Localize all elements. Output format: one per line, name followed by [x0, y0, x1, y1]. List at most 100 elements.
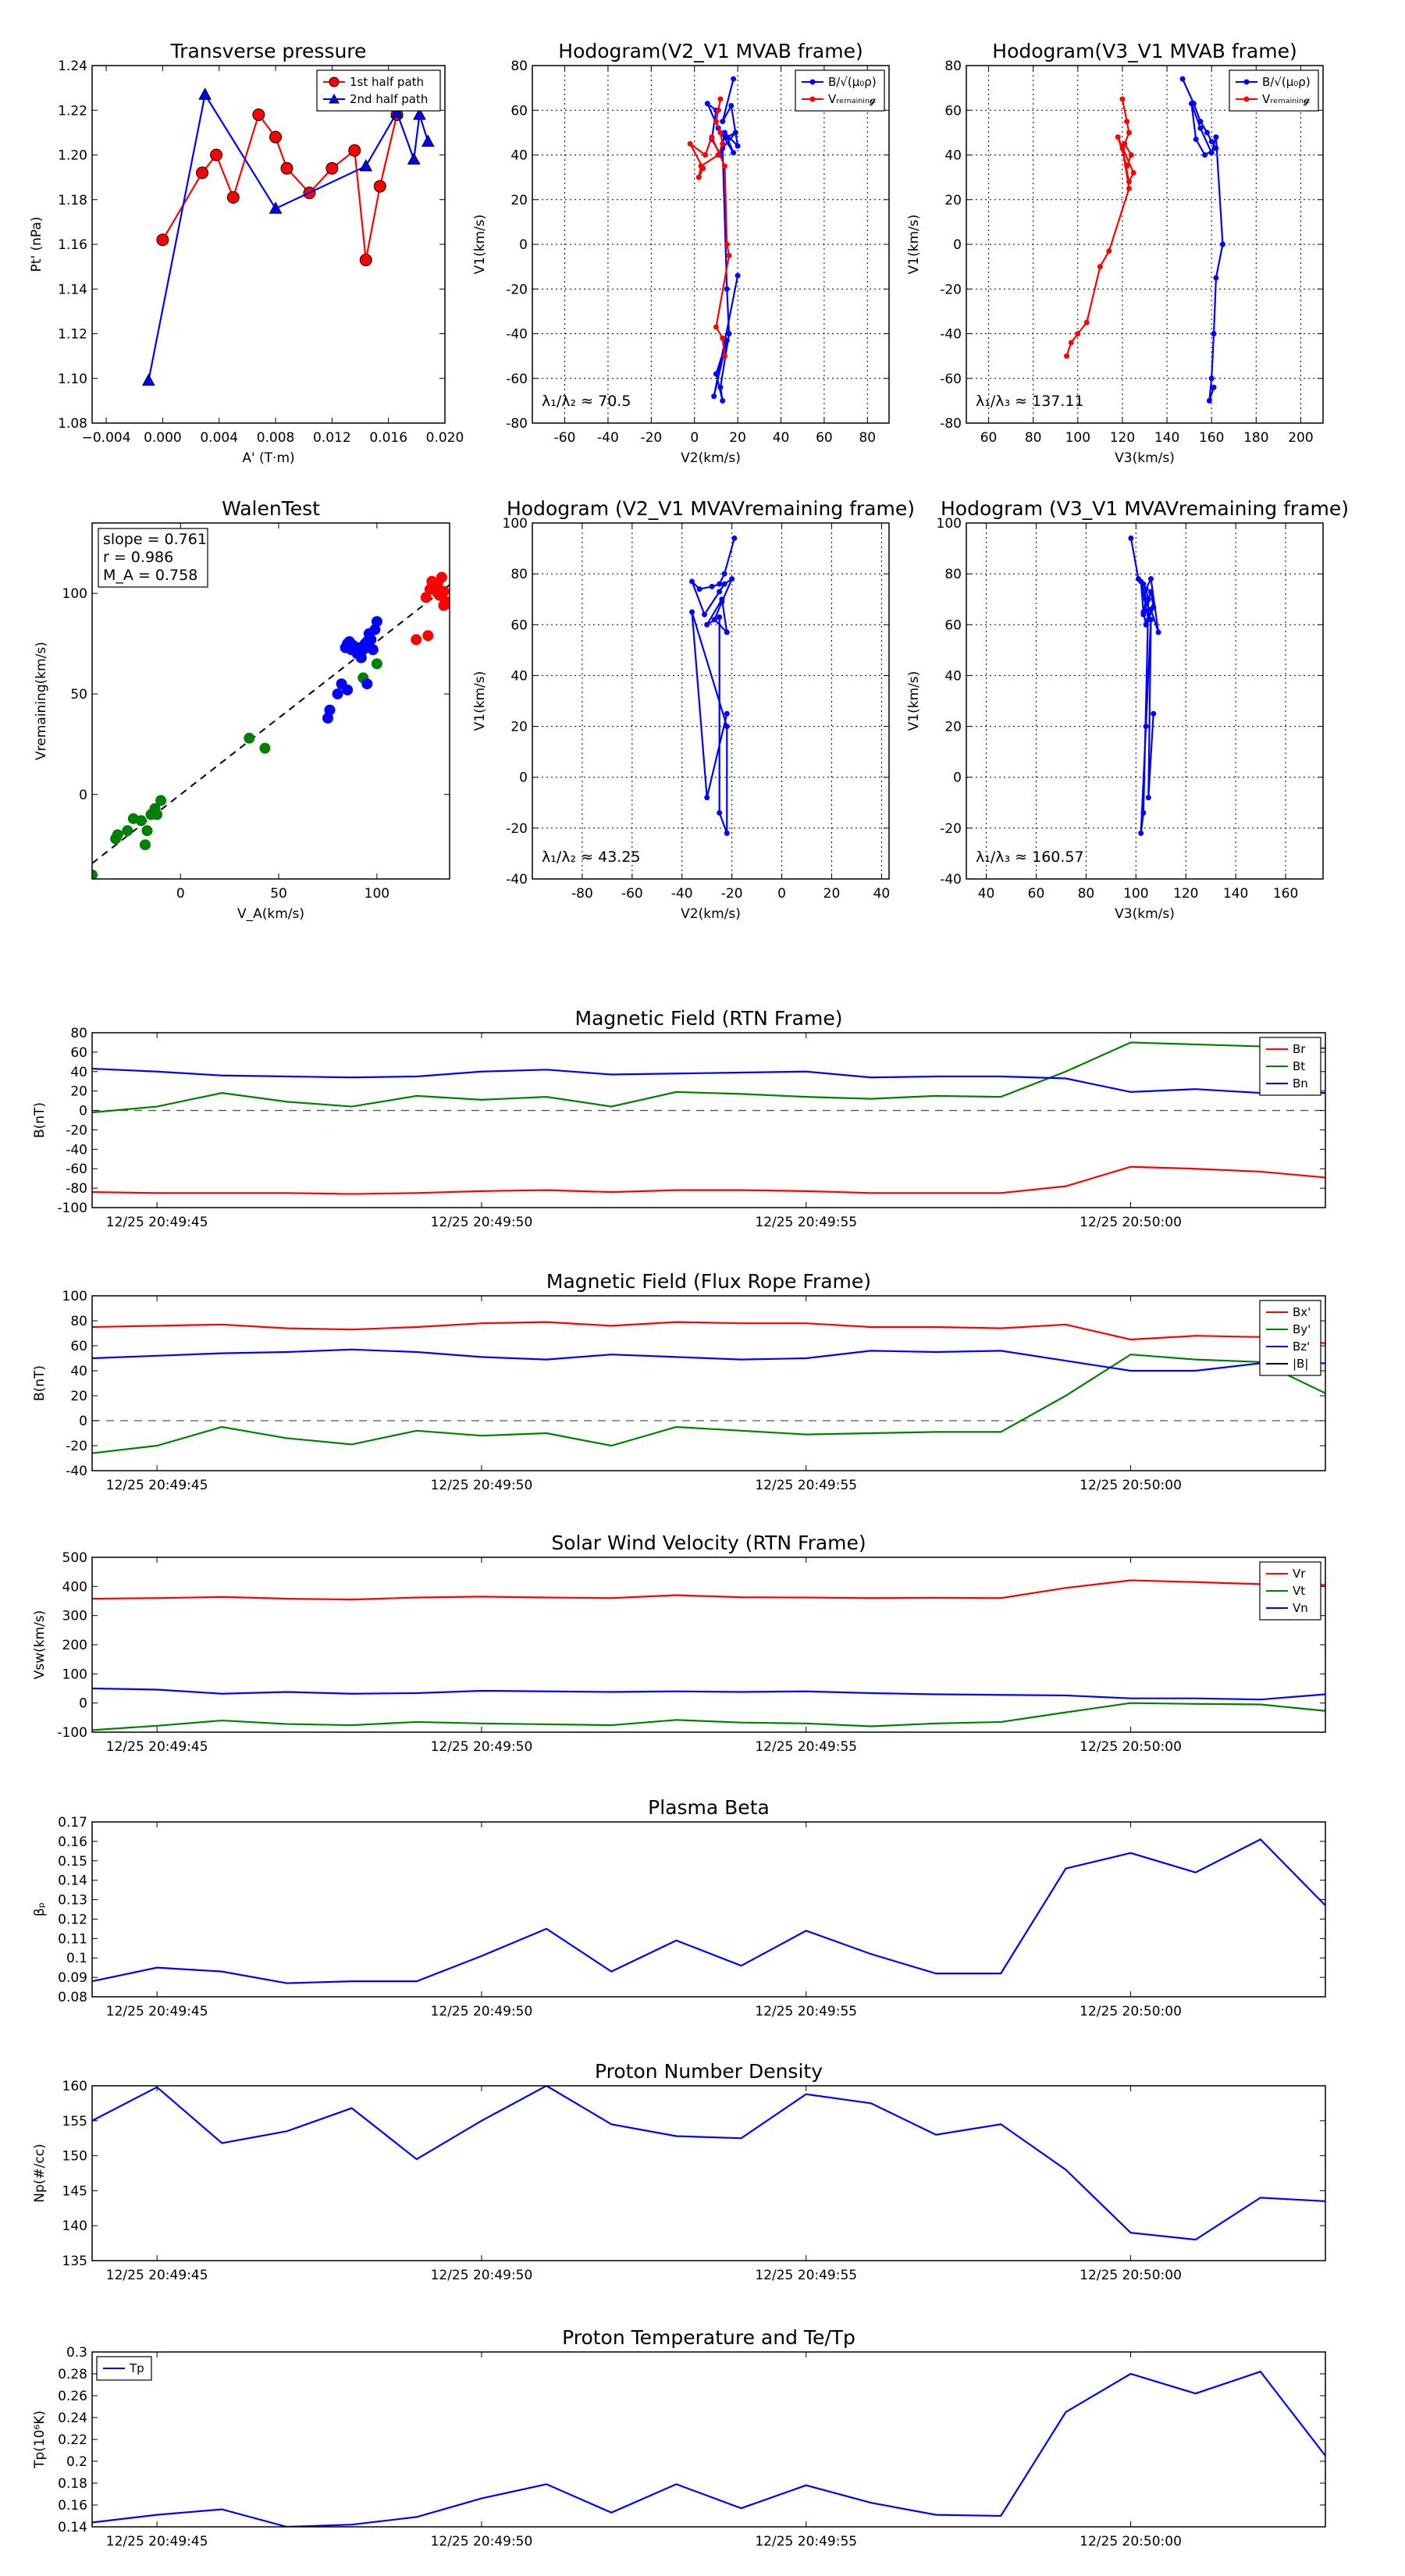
hodo2-ytick-label: 60	[944, 103, 962, 119]
hodo2-point	[1126, 185, 1133, 191]
hodo1-point	[724, 337, 730, 343]
walen-xlabel: V_A(km/s)	[237, 906, 304, 922]
hodo1-point	[700, 165, 706, 172]
walen-frame	[91, 522, 450, 880]
hodo1-point	[704, 101, 710, 107]
tp-xtick-label: 0.000	[144, 430, 182, 446]
hodo2-legend-marker	[1243, 96, 1250, 102]
hodo1-xtick-label: 80	[859, 430, 876, 446]
hodo3-series-vremaining-line	[691, 538, 735, 834]
tp-point	[210, 148, 223, 162]
walen-point	[432, 588, 443, 600]
walen-annotation-line: r = 0.986	[103, 549, 173, 566]
beta-panel: 12/25 20:49:45 12/25 20:49:50 12/25 20:49:…	[32, 1796, 1326, 2019]
hodo2-legend-label: Vᵣₑₘₐᵢₙᵢₙ𝓰	[1262, 92, 1311, 106]
hodo1-xtick-label: 40	[773, 430, 790, 446]
vsw-legend-label: Vt	[1293, 1584, 1305, 1598]
hodo3-point	[717, 614, 723, 621]
hodo4-panel: 40 60 80 100 120 140 160-40-20020406080100Hodo…	[906, 497, 1349, 922]
tp-plot-area	[141, 87, 435, 386]
vsw-plot-area	[92, 1579, 1325, 1731]
walen-point	[92, 869, 98, 879]
walen-xtick-label: 0	[176, 886, 185, 902]
hodo3-xlabel: V2(km/s)	[681, 906, 741, 922]
walen-point	[332, 688, 343, 699]
walen-point	[112, 829, 123, 841]
beta-ytick-label: 0.1	[66, 1951, 87, 1966]
vsw-series-vr-line	[92, 1579, 1325, 1601]
hodo4-ytick-label: 80	[944, 567, 962, 582]
hodo1-point	[722, 130, 728, 136]
hodo1-point	[720, 141, 726, 147]
hodo1-point	[731, 150, 737, 156]
tp-ytick-label: 1.08	[58, 416, 87, 432]
hodo2-xtick-label: 200	[1288, 430, 1313, 446]
vsw-legend-label: Vr	[1293, 1567, 1306, 1581]
np-ytick-label: 135	[62, 2254, 87, 2269]
hodo2-point	[1128, 152, 1134, 158]
bflux-legend-label: Bz'	[1293, 1340, 1310, 1354]
tp-point	[156, 233, 169, 247]
bflux-xtick-label: 12/25 20:49:45	[106, 1478, 208, 1493]
hodo1-xlabel: V2(km/s)	[681, 450, 741, 466]
tp-ytick-label: 1.18	[58, 193, 87, 208]
hodo1-ytick-label: 60	[510, 103, 528, 119]
hodo2-legend-marker	[1243, 79, 1250, 85]
walen-annotation-line: slope = 0.761	[103, 531, 207, 548]
tp-xtick-label: 0.020	[426, 430, 464, 446]
bfield-xtick-label: 12/25 20:49:45	[106, 1215, 208, 1230]
vsw-legend-label: Vn	[1293, 1601, 1308, 1615]
hodo4-point	[1143, 586, 1149, 592]
bflux-xtick-label: 12/25 20:50:00	[1080, 1478, 1182, 1493]
walen-annotation-line: M_A = 0.758	[103, 567, 197, 584]
tp2-ytick-label: 0.18	[58, 2476, 87, 2492]
beta-series-beta-line	[92, 1838, 1325, 1984]
bfield-ytick-label: 0	[79, 1104, 87, 1119]
hodo4-ytick-label: 100	[937, 516, 962, 532]
hodo2-point	[1097, 264, 1103, 270]
hodo1-title: Hodogram(V2_V1 MVAB frame)	[558, 40, 863, 62]
vsw-xtick-label: 12/25 20:49:50	[431, 1739, 533, 1755]
bfield-series-br-line	[92, 1165, 1325, 1195]
tp-point	[141, 373, 155, 386]
beta-ytick-label: 0.17	[58, 1815, 87, 1831]
hodo1-ylabel: V1(km/s)	[472, 215, 488, 275]
walen-plot-area	[92, 571, 450, 879]
hodo4-point	[1147, 589, 1154, 595]
walen-ytick-label: 50	[70, 687, 87, 703]
np-xtick-label: 12/25 20:49:55	[755, 2268, 857, 2283]
hodo3-point	[721, 571, 727, 577]
bfield-ytick-label: 80	[70, 1026, 87, 1041]
hodo1-frame	[532, 65, 890, 424]
np-series-np-line	[92, 2086, 1325, 2241]
hodo1-point	[726, 331, 732, 336]
vsw-ytick-label: 100	[62, 1667, 87, 1682]
hodo3-point	[724, 629, 730, 635]
bflux-ytick-label: -20	[66, 1439, 87, 1454]
hodo3-title: Hodogram (V2_V1 MVAVremaining frame)	[507, 497, 915, 520]
walen-point	[135, 815, 147, 827]
hodo1-legend-label: B/√(μ₀ρ)	[828, 75, 877, 89]
hodo2-point	[1106, 248, 1112, 254]
hodo3-ytick-label: 40	[510, 668, 528, 684]
beta-ytick-label: 0.13	[58, 1893, 87, 1909]
hodo3-ytick-label: 0	[519, 770, 528, 786]
hodo2-legend	[1229, 69, 1319, 112]
hodo2-point	[1130, 169, 1136, 176]
hodo3-point	[731, 535, 738, 542]
hodo4-point	[1145, 596, 1151, 603]
bfield-series-bn-line	[92, 1067, 1325, 1094]
beta-ylabel: βₚ	[32, 1902, 48, 1916]
beta-ytick-label: 0.08	[58, 1990, 87, 2005]
beta-ytick-label: 0.12	[58, 1912, 87, 1927]
hodo1-plot-area	[687, 76, 741, 404]
hodo2-ytick-label: 20	[944, 193, 962, 208]
hodo2-ytick-label: -40	[940, 327, 962, 343]
hodo1-point	[724, 134, 730, 141]
hodo1-point	[713, 119, 719, 125]
tp-point	[348, 144, 361, 157]
hodo3-point	[717, 589, 723, 595]
hodo2-point	[1193, 136, 1199, 142]
bfield-ytick-label: 40	[70, 1065, 87, 1080]
